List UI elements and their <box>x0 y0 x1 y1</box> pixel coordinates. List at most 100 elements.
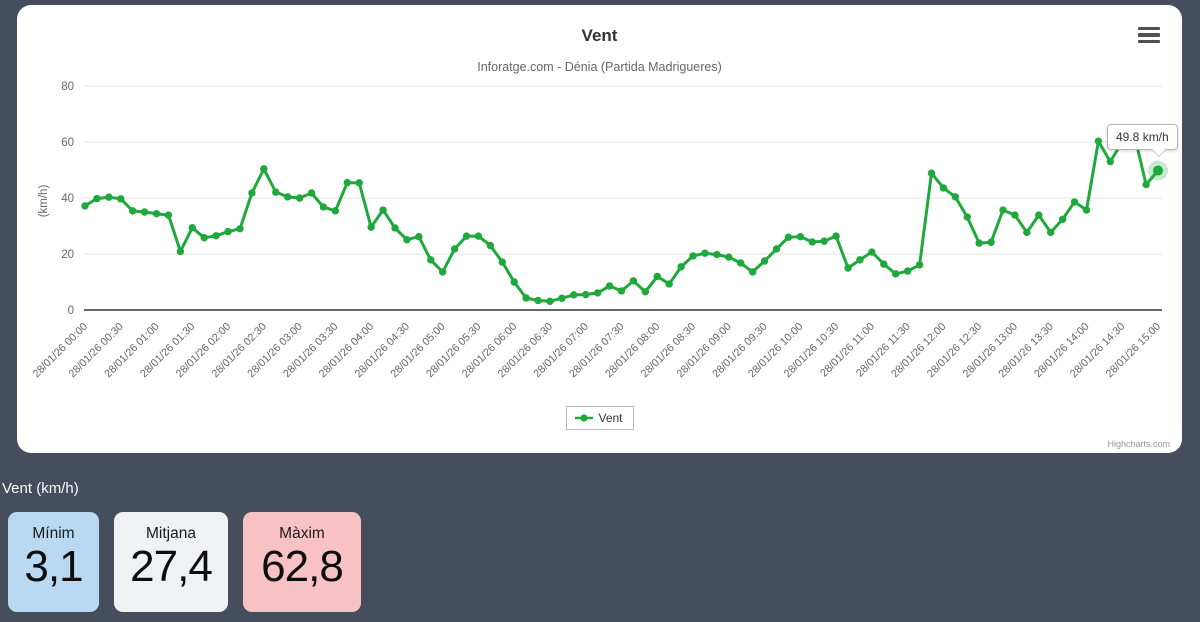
data-point-marker <box>1047 228 1055 237</box>
data-point-marker <box>307 189 316 197</box>
data-point-marker <box>343 178 351 187</box>
data-point-marker <box>1142 180 1150 189</box>
data-point-marker <box>677 263 685 271</box>
data-point-marker <box>283 193 292 201</box>
data-point-marker <box>832 232 840 240</box>
stat-value: 3,1 <box>24 542 83 591</box>
legend: Vent <box>565 406 634 430</box>
data-point-marker <box>629 277 638 285</box>
data-point-marker <box>295 194 304 202</box>
chart-context-menu-button[interactable] <box>1138 27 1160 43</box>
data-point-marker <box>1153 165 1163 176</box>
stat-label: Mínim <box>32 525 75 542</box>
data-point-marker <box>498 258 506 266</box>
data-point-marker <box>1035 211 1043 219</box>
data-point-marker <box>653 272 661 281</box>
data-point-marker <box>105 193 113 201</box>
y-axis-tick-label: 60 <box>61 137 74 149</box>
data-point-marker <box>582 290 590 299</box>
data-point-marker <box>772 245 781 253</box>
data-point-marker <box>260 165 268 173</box>
legend-item-label: Vent <box>598 411 623 425</box>
data-point-marker <box>975 239 983 247</box>
data-point-marker <box>319 203 328 211</box>
data-point-marker <box>856 256 864 264</box>
data-point-marker <box>951 193 960 201</box>
data-point-marker <box>81 202 89 210</box>
highcharts-credits-link[interactable]: Highcharts.com <box>1107 439 1170 449</box>
data-point-marker <box>415 232 423 241</box>
y-axis-tick-label: 80 <box>61 81 74 93</box>
data-point-marker <box>379 206 387 214</box>
stat-box-minimum: Mínim 3,1 <box>8 512 99 612</box>
data-point-marker <box>689 252 697 260</box>
data-point-marker <box>176 247 185 256</box>
data-point-marker <box>903 267 912 275</box>
data-point-marker <box>713 250 721 259</box>
data-point-marker <box>522 294 530 302</box>
data-point-marker <box>1023 228 1031 237</box>
data-point-marker <box>224 227 232 236</box>
data-point-marker <box>593 289 602 297</box>
data-point-marker <box>367 223 375 231</box>
data-point-marker <box>212 232 220 240</box>
data-point-marker <box>760 257 769 265</box>
data-point-marker <box>462 232 471 240</box>
data-point-marker <box>438 268 447 276</box>
stat-box-average: Mitjana 27,4 <box>114 512 228 612</box>
chart-title: Vent <box>581 26 618 45</box>
data-point-marker <box>892 270 900 278</box>
data-point-marker <box>128 207 137 215</box>
data-point-marker <box>880 260 888 268</box>
data-point-marker <box>1094 137 1103 145</box>
chart-card: Vent Inforatge.com - Dénia (Partida Madr… <box>17 5 1182 453</box>
data-point-marker <box>486 241 495 250</box>
tooltip: 49.8 km/h <box>1107 124 1178 157</box>
data-point-marker <box>450 245 459 253</box>
stats-section-label: Vent (km/h) <box>2 480 79 497</box>
data-point-marker <box>93 194 101 203</box>
data-point-marker <box>963 213 971 221</box>
data-point-marker <box>605 282 614 290</box>
hamburger-icon <box>1138 39 1160 43</box>
chart-subtitle: Inforatge.com - Dénia (Partida Madriguer… <box>477 60 722 74</box>
data-point-marker <box>272 188 280 196</box>
data-point-marker <box>915 261 924 269</box>
data-point-marker <box>164 211 173 219</box>
stat-value: 27,4 <box>130 542 213 591</box>
tooltip-value: 49.8 km/h <box>1116 130 1169 144</box>
data-point-marker <box>546 297 554 306</box>
stat-label: Mitjana <box>146 525 196 542</box>
wind-series-line <box>83 132 1160 303</box>
data-point-marker <box>200 234 208 242</box>
data-point-marker <box>784 233 793 241</box>
data-point-marker <box>987 238 995 246</box>
data-point-marker <box>737 259 745 267</box>
data-point-marker <box>1011 211 1019 219</box>
data-point-marker <box>725 253 733 261</box>
data-point-marker <box>558 294 566 302</box>
data-point-marker <box>808 238 816 246</box>
data-point-marker <box>152 209 161 218</box>
data-point-marker <box>391 224 399 232</box>
stat-label: Màxim <box>279 525 325 542</box>
data-point-marker <box>701 249 709 257</box>
data-point-marker <box>510 278 518 286</box>
data-point-marker <box>1058 215 1067 223</box>
data-point-marker <box>570 291 578 299</box>
y-axis-tick-label: 20 <box>61 249 74 261</box>
y-axis-title: (km/h) <box>38 185 50 218</box>
data-point-marker <box>844 264 852 272</box>
legend-item-vent[interactable]: Vent <box>574 411 623 425</box>
data-point-marker <box>248 189 256 197</box>
data-point-marker <box>796 232 805 241</box>
stat-value: 62,8 <box>261 542 344 591</box>
data-point-marker <box>534 296 542 305</box>
data-point-marker <box>1070 198 1079 206</box>
data-point-marker <box>1106 157 1115 166</box>
hamburger-icon <box>1138 33 1160 37</box>
data-point-marker <box>641 288 650 296</box>
data-point-marker <box>939 184 948 192</box>
data-point-marker <box>355 179 363 187</box>
